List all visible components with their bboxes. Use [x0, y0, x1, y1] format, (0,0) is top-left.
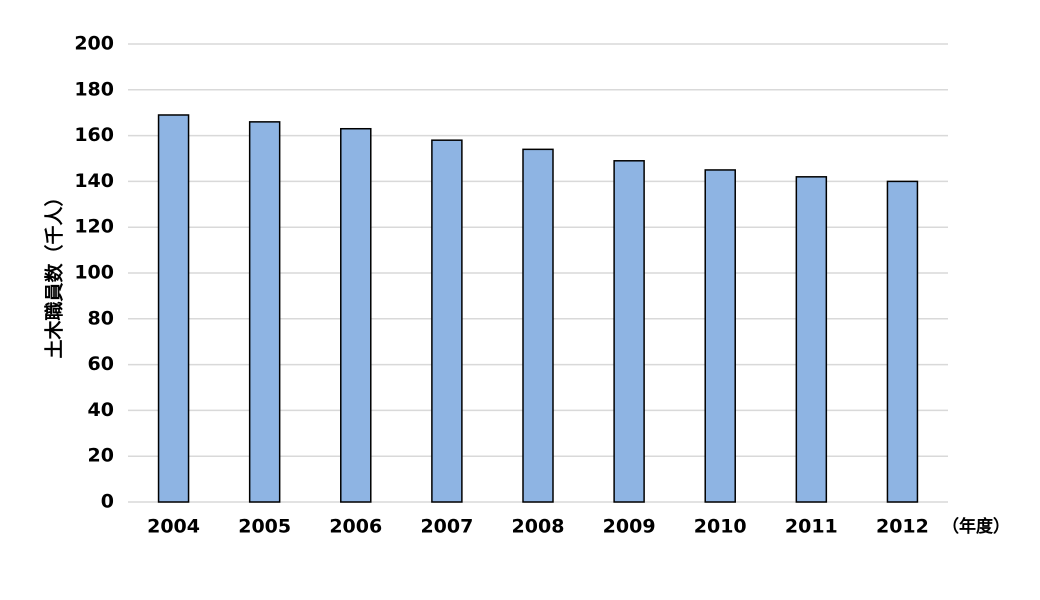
- bar: [248, 121, 281, 503]
- y-tick-label: 40: [88, 399, 114, 421]
- x-tick-label: 2004: [147, 516, 200, 538]
- bar: [795, 176, 828, 503]
- y-tick-label: 160: [74, 124, 114, 146]
- x-tick-label: 2009: [603, 516, 656, 538]
- bar: [886, 180, 919, 503]
- x-tick-label: 2006: [329, 516, 382, 538]
- bar: [431, 139, 463, 503]
- x-tick-label: 2005: [238, 516, 291, 538]
- bar: [157, 114, 190, 503]
- y-tick-label: 180: [74, 78, 114, 100]
- y-axis-label: 土木職員数（千人）: [43, 187, 66, 358]
- y-tick-label: 200: [74, 33, 114, 55]
- x-tick-label: 2008: [512, 516, 565, 538]
- x-tick-label: 2011: [785, 516, 838, 538]
- x-unit-label: （年度）: [942, 516, 1010, 537]
- y-tick-label: 0: [101, 491, 114, 513]
- x-tick-label: 2010: [694, 516, 747, 538]
- x-tick-label: 2007: [420, 516, 473, 538]
- y-tick-label: 80: [88, 307, 114, 329]
- y-tick-label: 60: [88, 353, 114, 375]
- bar: [704, 169, 736, 503]
- bar: [613, 160, 645, 503]
- bar: [522, 148, 554, 503]
- y-tick-label: 120: [74, 216, 114, 238]
- bar: [340, 127, 372, 503]
- y-tick-label: 140: [74, 170, 114, 192]
- y-tick-label: 20: [88, 445, 114, 467]
- y-tick-label: 100: [74, 262, 114, 284]
- x-tick-label: 2012: [876, 516, 929, 538]
